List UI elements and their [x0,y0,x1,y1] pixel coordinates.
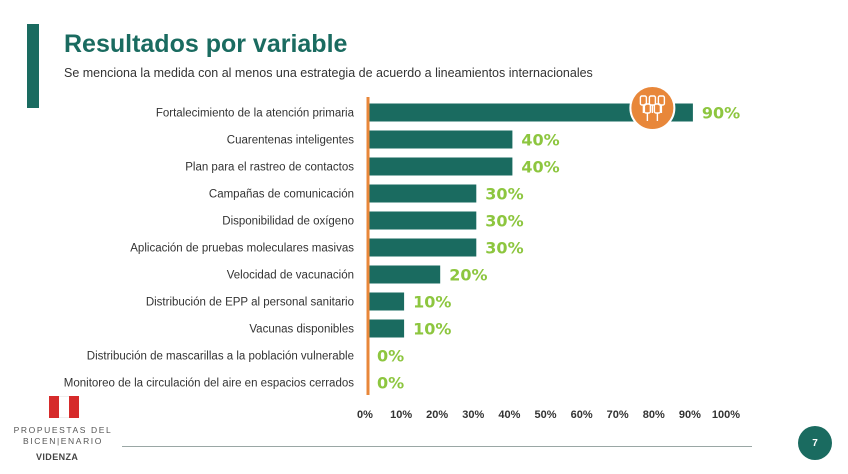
value-label-4: 30% [485,212,523,231]
raised-hands-icon [629,85,676,131]
labels-layer: Fortalecimiento de la atención primaria 9… [64,104,740,393]
x-tick-9: 90% [679,409,701,421]
bar-5 [368,238,477,257]
x-tick-8: 80% [643,409,665,421]
value-label-6: 20% [449,266,487,285]
bar-4 [368,211,477,230]
peru-flag-icon [49,396,79,418]
value-label-8: 10% [413,320,451,339]
x-tick-4: 40% [498,409,520,421]
bar-3 [368,184,477,203]
bar-1 [368,130,513,149]
category-label-2: Plan para el rastreo de contactos [185,162,354,174]
logo-text-line2: BICEN|ENARIO [23,436,103,446]
x-tick-7: 70% [607,409,629,421]
page-number-badge: 7 [798,426,832,460]
page-title: Resultados por variable [64,30,348,58]
category-label-1: Cuarentenas inteligentes [227,135,354,147]
title-accent-bar [27,24,39,108]
value-label-1: 40% [521,131,559,150]
logo-videnza: VIDENZA [36,452,79,462]
category-label-4: Disponibilidad de oxígeno [222,216,354,228]
x-tick-2: 20% [426,409,448,421]
value-label-3: 30% [485,185,523,204]
value-label-2: 40% [521,158,559,177]
value-label-10: 0% [377,374,404,393]
x-tick-5: 50% [534,409,556,421]
bars-layer [368,103,693,338]
category-label-6: Velocidad de vacunación [227,270,354,282]
category-label-0: Fortalecimiento de la atención primaria [156,108,355,120]
x-tick-10: 100% [712,409,740,421]
bar-7 [368,292,405,311]
bar-8 [368,319,405,338]
page-number: 7 [812,437,818,449]
category-label-9: Distribución de mascarillas a la poblaci… [87,351,354,363]
x-tick-1: 10% [390,409,412,421]
bar-6 [368,265,441,284]
category-label-7: Distribución de EPP al personal sanitari… [146,297,354,309]
value-label-9: 0% [377,347,404,366]
propuestas-bicentenario-logo: PROPUESTAS DEL BICEN|ENARIO VIDENZA [8,396,113,468]
category-label-8: Vacunas disponibles [249,324,354,336]
category-label-5: Aplicación de pruebas moleculares masiva… [130,243,354,255]
x-tick-3: 30% [462,409,484,421]
bar-2 [368,157,513,176]
footer-divider [122,446,752,447]
category-label-3: Campañas de comunicación [209,189,354,201]
category-label-10: Monitoreo de la circulación del aire en … [64,378,354,390]
x-tick-0: 0% [357,409,373,421]
logo-text-line1: PROPUESTAS DEL [13,425,113,435]
value-label-7: 10% [413,293,451,312]
x-axis-ticks: 0% 10% 20% 30% 40% 50% 60% 70% 80% 90% 100% [357,409,740,421]
value-label-5: 30% [485,239,523,258]
bar-0 [368,103,693,122]
page-subtitle: Se menciona la medida con al menos una e… [64,66,593,80]
value-label-0: 90% [702,104,740,123]
x-tick-6: 60% [571,409,593,421]
